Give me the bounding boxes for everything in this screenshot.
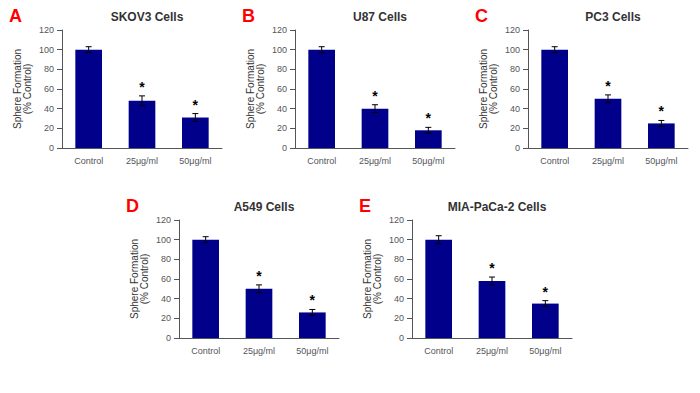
svg-text:Sphere Formation: Sphere Formation — [11, 49, 23, 129]
svg-text:50μg/ml: 50μg/ml — [412, 156, 444, 166]
svg-text:B: B — [242, 6, 255, 26]
svg-text:120: 120 — [389, 215, 404, 225]
svg-text:20: 20 — [277, 123, 287, 133]
svg-text:Sphere Formation: Sphere Formation — [477, 49, 489, 129]
svg-text:0: 0 — [399, 333, 404, 343]
svg-text:0: 0 — [515, 143, 520, 153]
svg-text:SKOV3 Cells: SKOV3 Cells — [111, 10, 184, 24]
svg-text:*: * — [489, 260, 495, 276]
svg-text:A: A — [9, 6, 22, 26]
svg-text:0: 0 — [282, 143, 287, 153]
svg-text:100: 100 — [272, 45, 287, 55]
svg-text:(% Control): (% Control) — [372, 254, 383, 305]
svg-text:80: 80 — [510, 64, 520, 74]
svg-text:Control: Control — [191, 346, 220, 356]
svg-text:Control: Control — [424, 346, 453, 356]
svg-text:D: D — [126, 196, 139, 216]
svg-text:100: 100 — [39, 45, 54, 55]
svg-text:120: 120 — [39, 25, 54, 35]
svg-text:*: * — [139, 79, 145, 95]
svg-text:*: * — [256, 268, 262, 284]
svg-text:25μg/ml: 25μg/ml — [359, 156, 391, 166]
svg-text:60: 60 — [44, 84, 54, 94]
svg-text:(% Control): (% Control) — [488, 64, 499, 115]
svg-text:25μg/ml: 25μg/ml — [592, 156, 624, 166]
svg-text:*: * — [426, 110, 432, 126]
svg-text:20: 20 — [510, 123, 520, 133]
svg-text:25μg/ml: 25μg/ml — [243, 346, 275, 356]
svg-text:20: 20 — [394, 313, 404, 323]
svg-text:100: 100 — [505, 45, 520, 55]
svg-text:40: 40 — [161, 294, 171, 304]
svg-text:120: 120 — [505, 25, 520, 35]
svg-text:*: * — [372, 88, 378, 104]
svg-text:0: 0 — [49, 143, 54, 153]
svg-text:MIA-PaCa-2 Cells: MIA-PaCa-2 Cells — [448, 200, 547, 214]
svg-text:25μg/ml: 25μg/ml — [126, 156, 158, 166]
svg-text:Sphere Formation: Sphere Formation — [361, 239, 373, 319]
svg-text:40: 40 — [277, 104, 287, 114]
svg-text:(% Control): (% Control) — [22, 64, 33, 115]
svg-text:E: E — [359, 196, 371, 216]
svg-text:PC3 Cells: PC3 Cells — [585, 10, 641, 24]
svg-text:60: 60 — [510, 84, 520, 94]
svg-text:50μg/ml: 50μg/ml — [296, 346, 328, 356]
svg-text:80: 80 — [394, 254, 404, 264]
svg-text:(% Control): (% Control) — [139, 254, 150, 305]
svg-text:100: 100 — [389, 235, 404, 245]
svg-text:Control: Control — [74, 156, 103, 166]
svg-text:25μg/ml: 25μg/ml — [476, 346, 508, 356]
svg-text:80: 80 — [44, 64, 54, 74]
svg-text:(% Control): (% Control) — [255, 64, 266, 115]
svg-text:80: 80 — [277, 64, 287, 74]
svg-text:40: 40 — [394, 294, 404, 304]
svg-text:100: 100 — [156, 235, 171, 245]
svg-text:*: * — [659, 103, 665, 119]
svg-text:*: * — [605, 78, 611, 94]
svg-text:20: 20 — [161, 313, 171, 323]
svg-text:Control: Control — [307, 156, 336, 166]
svg-text:*: * — [543, 284, 549, 300]
svg-text:Sphere Formation: Sphere Formation — [244, 49, 256, 129]
svg-text:60: 60 — [277, 84, 287, 94]
svg-text:20: 20 — [44, 123, 54, 133]
svg-text:120: 120 — [156, 215, 171, 225]
svg-text:40: 40 — [44, 104, 54, 114]
svg-text:Control: Control — [540, 156, 569, 166]
svg-text:60: 60 — [394, 274, 404, 284]
svg-text:80: 80 — [161, 254, 171, 264]
svg-text:0: 0 — [166, 333, 171, 343]
svg-text:120: 120 — [272, 25, 287, 35]
svg-text:C: C — [475, 6, 488, 26]
svg-text:A549 Cells: A549 Cells — [234, 200, 295, 214]
svg-text:*: * — [310, 292, 316, 308]
svg-text:*: * — [193, 97, 199, 113]
svg-text:50μg/ml: 50μg/ml — [529, 346, 561, 356]
svg-text:Sphere Formation: Sphere Formation — [128, 239, 140, 319]
svg-text:40: 40 — [510, 104, 520, 114]
svg-text:50μg/ml: 50μg/ml — [179, 156, 211, 166]
svg-text:60: 60 — [161, 274, 171, 284]
svg-text:50μg/ml: 50μg/ml — [645, 156, 677, 166]
svg-text:U87 Cells: U87 Cells — [353, 10, 407, 24]
